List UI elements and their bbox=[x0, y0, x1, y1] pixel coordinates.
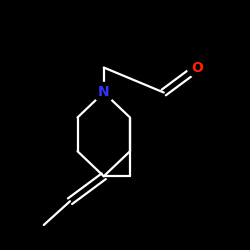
Text: O: O bbox=[192, 60, 203, 74]
Text: N: N bbox=[98, 86, 110, 100]
Circle shape bbox=[188, 58, 208, 78]
Circle shape bbox=[94, 82, 114, 102]
